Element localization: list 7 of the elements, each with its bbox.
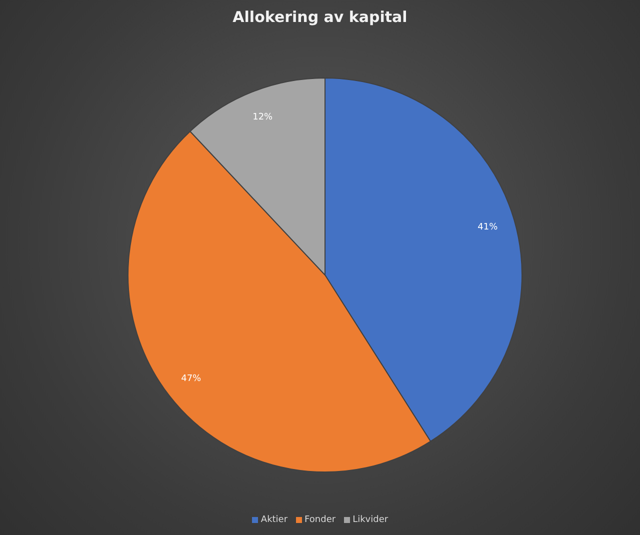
legend-label: Aktier bbox=[260, 515, 288, 525]
data-label: 12% bbox=[252, 112, 274, 122]
chart-title: Allokering av kapital bbox=[232, 8, 408, 26]
slice-label: Fonder bbox=[304, 515, 336, 525]
data-label: 41% bbox=[478, 222, 498, 233]
data-label: 47% bbox=[181, 374, 202, 384]
legend-label: Likvider bbox=[352, 515, 388, 525]
